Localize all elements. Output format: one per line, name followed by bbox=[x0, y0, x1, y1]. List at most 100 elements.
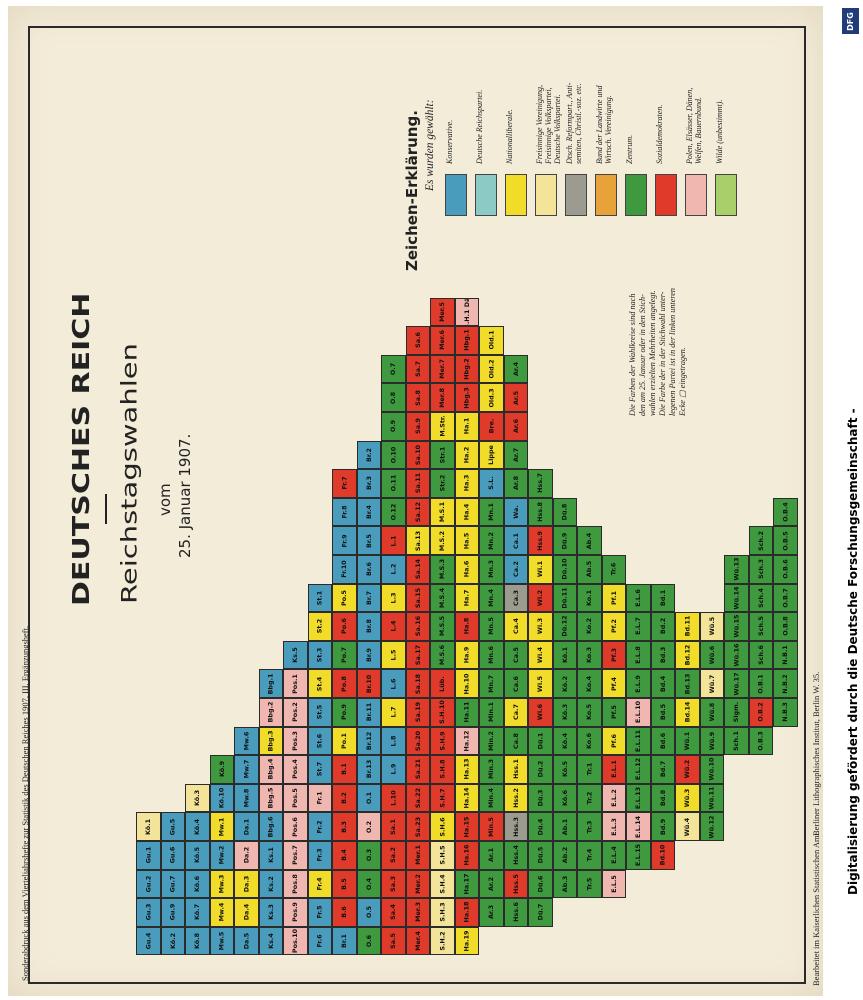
constituency-cell: Br.2 bbox=[356, 440, 381, 470]
constituency-cell: Mn.2 bbox=[479, 526, 504, 555]
constituency-cell: Ks.3 bbox=[258, 898, 283, 927]
constituency-label: Dü.4 bbox=[536, 818, 545, 836]
constituency-cell: Mer.4 bbox=[405, 926, 430, 956]
constituency-label: S.H.5 bbox=[438, 845, 447, 865]
constituency-label: Pos.2 bbox=[291, 702, 300, 723]
constituency-cell: M.S.2 bbox=[430, 526, 455, 555]
constituency-cell: Ar.7 bbox=[503, 440, 528, 470]
constituency-cell: Br.11 bbox=[356, 698, 381, 727]
constituency-label: St.1 bbox=[315, 590, 324, 606]
constituency-label: St.4 bbox=[315, 676, 324, 691]
constituency-label: Ha.1 bbox=[462, 418, 471, 435]
constituency-cell: Br.10 bbox=[356, 669, 381, 698]
constituency-cell: L.5 bbox=[381, 640, 406, 670]
constituency-cell: Hss.3 bbox=[503, 812, 528, 841]
constituency-cell: Wü.8 bbox=[699, 698, 724, 727]
constituency-cell: Br.1 bbox=[332, 926, 357, 956]
legend-label: Freisinnige Vereinigung, Freisinnige Vol… bbox=[535, 85, 562, 164]
constituency-cell: Kö.2 bbox=[160, 926, 185, 956]
constituency-cell: Mn.1 bbox=[479, 497, 504, 527]
constituency-cell: Tr.5 bbox=[577, 869, 602, 899]
constituency-cell: O.B.1 bbox=[748, 669, 773, 698]
constituency-cell: Sch.4 bbox=[748, 583, 773, 613]
constituency-cell: Pos.4 bbox=[283, 755, 308, 784]
constituency-cell: Kö.2 bbox=[552, 669, 577, 698]
constituency-label: Wa. bbox=[511, 505, 520, 519]
legend-swatch bbox=[535, 174, 557, 216]
legend-label: Nationalliberale. bbox=[505, 109, 514, 164]
constituency-cell: Br.13 bbox=[356, 755, 381, 784]
constituency-label: Sa.13 bbox=[413, 530, 422, 551]
constituency-label: O.7 bbox=[389, 363, 398, 376]
constituency-label: Pf.5 bbox=[609, 705, 618, 720]
dfg-logo: DFG bbox=[842, 8, 859, 34]
constituency-cell: Pos.3 bbox=[283, 726, 308, 756]
legend-subtitle: Es wurden gewählt: bbox=[424, 99, 436, 191]
constituency-label: Mer.3 bbox=[413, 902, 422, 923]
constituency-label: Ks.1 bbox=[266, 847, 275, 864]
constituency-label: Ca.4 bbox=[511, 618, 520, 635]
constituency-label: Hss.5 bbox=[511, 873, 520, 894]
constituency-label: Ha.13 bbox=[462, 758, 471, 780]
constituency-label: L.3 bbox=[389, 592, 398, 604]
constituency-cell: Ha.4 bbox=[454, 497, 479, 527]
constituency-label: Ca.7 bbox=[511, 704, 520, 721]
constituency-label: St.5 bbox=[315, 705, 324, 720]
constituency-cell: Da.2 bbox=[234, 841, 259, 870]
constituency-label: Tr.2 bbox=[585, 791, 594, 805]
constituency-cell: B.6 bbox=[332, 898, 357, 927]
constituency-cell: Ab.3 bbox=[552, 869, 577, 899]
constituency-cell: E.L.15 bbox=[626, 841, 651, 870]
constituency-cell: L.2 bbox=[381, 555, 406, 584]
constituency-cell: Kö.5 bbox=[185, 841, 210, 870]
constituency-label: Pos.9 bbox=[291, 902, 300, 923]
constituency-cell: Pos.2 bbox=[283, 698, 308, 727]
constituency-label: Ks.2 bbox=[266, 876, 275, 892]
constituency-label: O.B.5 bbox=[781, 530, 790, 551]
constituency-cell: Str.2 bbox=[430, 469, 455, 498]
constituency-label: L.1 bbox=[389, 535, 398, 547]
constituency-label: Br.6 bbox=[364, 562, 373, 577]
constituency-label: Sa.12 bbox=[413, 501, 422, 523]
constituency-cell: Bbg.4 bbox=[258, 755, 283, 784]
constituency-label: Hbg.3 bbox=[462, 387, 471, 409]
constituency-cell: Min.2 bbox=[479, 726, 504, 756]
constituency-cell: Sch.1 bbox=[724, 726, 749, 756]
constituency-label: Wü.5 bbox=[707, 617, 716, 636]
constituency-label: L.6 bbox=[389, 678, 398, 690]
constituency-label: Ks.3 bbox=[266, 904, 275, 921]
constituency-label: B.3 bbox=[340, 820, 349, 833]
constituency-cell: Sa.11 bbox=[405, 469, 430, 498]
constituency-cell: Bd.4 bbox=[650, 669, 675, 698]
constituency-cell: Kö.1 bbox=[136, 812, 161, 841]
constituency-cell: E.L.9 bbox=[626, 669, 651, 698]
constituency-cell: Bd.14 bbox=[675, 698, 700, 727]
constituency-label: Kö.8 bbox=[193, 933, 202, 950]
constituency-cell: Pos.10 bbox=[283, 926, 308, 956]
constituency-label: Gu.1 bbox=[144, 846, 153, 864]
constituency-label: S.H.1 Dä. bbox=[462, 297, 471, 327]
constituency-label: Dü.3 bbox=[536, 789, 545, 807]
constituency-label: Ha.7 bbox=[462, 589, 471, 607]
constituency-cell: Sa.19 bbox=[405, 698, 430, 727]
constituency-label: Ks.4 bbox=[266, 933, 275, 949]
constituency-label: Bd.2 bbox=[658, 618, 667, 635]
constituency-label: Po.6 bbox=[340, 618, 349, 635]
constituency-cell: Ca.8 bbox=[503, 726, 528, 756]
constituency-cell: Gu.9 bbox=[160, 898, 185, 927]
constituency-cell: Ar.4 bbox=[503, 354, 528, 384]
constituency-cell: Sa.8 bbox=[405, 383, 430, 412]
constituency-cell: Wa. bbox=[503, 497, 528, 527]
constituency-cell: Mn.4 bbox=[479, 583, 504, 613]
constituency-cell: Hss.4 bbox=[503, 841, 528, 870]
constituency-cell: Ha.8 bbox=[454, 612, 479, 641]
constituency-label: Min.4 bbox=[487, 788, 496, 809]
constituency-cell: Ko.5 bbox=[577, 698, 602, 727]
constituency-label: Dü.6 bbox=[536, 875, 545, 893]
constituency-cell: Sa.21 bbox=[405, 755, 430, 784]
constituency-cell: Kö.7 bbox=[185, 898, 210, 927]
constituency-cell: Bd.5 bbox=[650, 698, 675, 727]
constituency-cell: St.5 bbox=[307, 698, 332, 727]
constituency-label: E.L.1 bbox=[609, 760, 618, 779]
constituency-cell: Wi.6 bbox=[528, 698, 553, 727]
